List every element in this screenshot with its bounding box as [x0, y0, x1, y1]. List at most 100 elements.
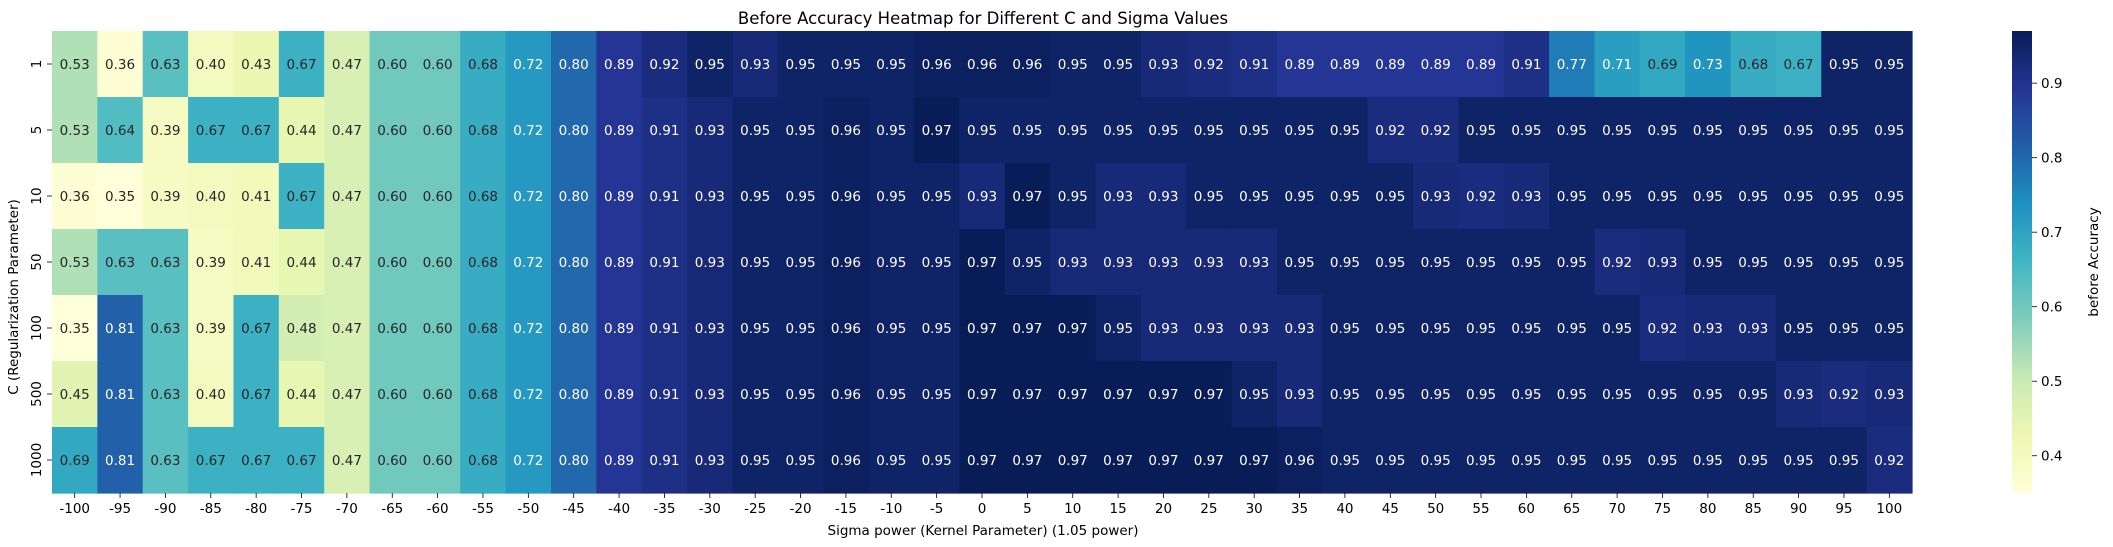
- heatmap-cell-value: 0.95: [1194, 123, 1224, 139]
- heatmap-cell-value: 0.89: [604, 387, 634, 403]
- heatmap-cell: [1186, 97, 1233, 164]
- heatmap-cell: [233, 97, 280, 164]
- heatmap-cell: [1730, 295, 1777, 362]
- heatmap-cell: [1050, 295, 1097, 362]
- x-tick-label: 5: [1023, 501, 1032, 517]
- heatmap-cell: [324, 361, 371, 428]
- heatmap-cell: [1140, 229, 1187, 296]
- heatmap-cell: [52, 97, 98, 164]
- heatmap-cell-value: 0.95: [1874, 57, 1904, 73]
- heatmap-cell-value: 0.95: [1874, 255, 1904, 271]
- heatmap-cell-value: 0.60: [377, 189, 407, 205]
- heatmap-cell: [687, 97, 734, 164]
- heatmap-cell-value: 0.35: [105, 189, 135, 205]
- heatmap-cell-value: 0.40: [196, 189, 226, 205]
- heatmap-cell-value: 0.67: [241, 453, 271, 469]
- heatmap-cell: [959, 295, 1006, 362]
- heatmap-cell: [641, 361, 688, 428]
- x-tick-label: -60: [427, 501, 449, 517]
- heatmap-cell-value: 0.47: [332, 189, 362, 205]
- heatmap-cell: [868, 427, 915, 494]
- x-tick-label: -50: [517, 501, 539, 517]
- heatmap-cell: [1639, 229, 1686, 296]
- heatmap-cell-value: 0.63: [150, 57, 180, 73]
- heatmap-cell: [1775, 163, 1822, 230]
- heatmap-cell-value: 0.91: [649, 321, 679, 337]
- heatmap-cell-value: 0.97: [922, 123, 952, 139]
- heatmap-cell-value: 0.69: [1647, 57, 1677, 73]
- heatmap-cell-value: 0.43: [241, 57, 271, 73]
- heatmap-cell-value: 0.68: [468, 255, 498, 271]
- heatmap-cell: [414, 427, 461, 494]
- heatmap-cell: [687, 361, 734, 428]
- heatmap-cell: [1231, 31, 1278, 98]
- heatmap-cell-value: 0.93: [695, 255, 725, 271]
- heatmap-cell-value: 0.95: [876, 255, 906, 271]
- heatmap-cell-value: 0.97: [1148, 387, 1178, 403]
- chart-title: Before Accuracy Heatmap for Different C …: [738, 9, 1228, 28]
- heatmap-cell-value: 0.89: [604, 255, 634, 271]
- heatmap-cell: [1412, 361, 1459, 428]
- heatmap-cell: [1004, 295, 1051, 362]
- heatmap-cell-value: 0.96: [831, 255, 861, 271]
- heatmap-cell-value: 0.95: [1103, 123, 1133, 139]
- heatmap-cell-value: 0.60: [423, 57, 453, 73]
- x-tick-label: -80: [245, 501, 267, 517]
- heatmap-cell-value: 0.95: [1511, 321, 1541, 337]
- heatmap-cell-value: 0.63: [150, 453, 180, 469]
- colorbar-tick-label: 0.5: [2041, 374, 2062, 390]
- heatmap-cell: [52, 361, 98, 428]
- heatmap-cell-value: 0.95: [740, 387, 770, 403]
- heatmap-cell: [142, 361, 189, 428]
- heatmap-cell-value: 0.95: [922, 189, 952, 205]
- heatmap-cell-value: 0.95: [1511, 387, 1541, 403]
- heatmap-cell-value: 0.95: [1330, 189, 1360, 205]
- heatmap-cell-value: 0.95: [1557, 255, 1587, 271]
- heatmap-cell: [1730, 31, 1777, 98]
- heatmap-cell: [823, 295, 870, 362]
- heatmap-cell: [1821, 163, 1868, 230]
- heatmap-cell-value: 0.93: [1239, 255, 1269, 271]
- heatmap-cell-value: 0.95: [1829, 189, 1859, 205]
- heatmap-cell: [641, 427, 688, 494]
- heatmap-cell-value: 0.95: [876, 189, 906, 205]
- y-tick-label: 50: [29, 253, 45, 270]
- x-axis-label: Sigma power (Kernel Parameter) (1.05 pow…: [828, 523, 1139, 539]
- heatmap-cell: [823, 427, 870, 494]
- heatmap-cell: [868, 31, 915, 98]
- heatmap-cell: [551, 31, 597, 98]
- heatmap-cell: [732, 361, 779, 428]
- heatmap-cell: [596, 295, 643, 362]
- x-tick-label: 75: [1654, 501, 1671, 517]
- heatmap-cell: [460, 427, 507, 494]
- heatmap-cell-value: 0.95: [1285, 255, 1315, 271]
- heatmap-cell: [732, 427, 779, 494]
- heatmap-cell: [1186, 427, 1233, 494]
- heatmap-cell: [777, 295, 824, 362]
- heatmap-cell-value: 0.77: [1557, 57, 1587, 73]
- heatmap-cell-value: 0.95: [1058, 57, 1088, 73]
- heatmap-cell-value: 0.95: [1330, 387, 1360, 403]
- heatmap-cell-value: 0.95: [1012, 123, 1042, 139]
- heatmap-cell-value: 0.95: [1647, 453, 1677, 469]
- heatmap-cell-value: 0.60: [377, 387, 407, 403]
- heatmap-cell: [1367, 229, 1414, 296]
- heatmap-cell: [1186, 31, 1233, 98]
- y-axis-ticks: 1 5 10 50 100 500 1000: [29, 60, 52, 477]
- x-tick-label: 10: [1064, 501, 1081, 517]
- heatmap-cell: [1866, 163, 1913, 230]
- heatmap-cell-value: 0.68: [468, 387, 498, 403]
- heatmap-cell-value: 0.89: [1375, 57, 1405, 73]
- heatmap-cell: [1685, 229, 1732, 296]
- heatmap-cell: [1276, 295, 1323, 362]
- heatmap-cell-value: 0.95: [1557, 321, 1587, 337]
- heatmap-cell: [1639, 427, 1686, 494]
- heatmap-cell: [1503, 295, 1550, 362]
- heatmap-cell: [1730, 97, 1777, 164]
- heatmap-cell: [732, 31, 779, 98]
- heatmap-cell: [1458, 427, 1505, 494]
- heatmap-cell-value: 0.96: [1012, 57, 1042, 73]
- heatmap-cell-value: 0.97: [1058, 387, 1088, 403]
- heatmap-cell-value: 0.93: [1103, 255, 1133, 271]
